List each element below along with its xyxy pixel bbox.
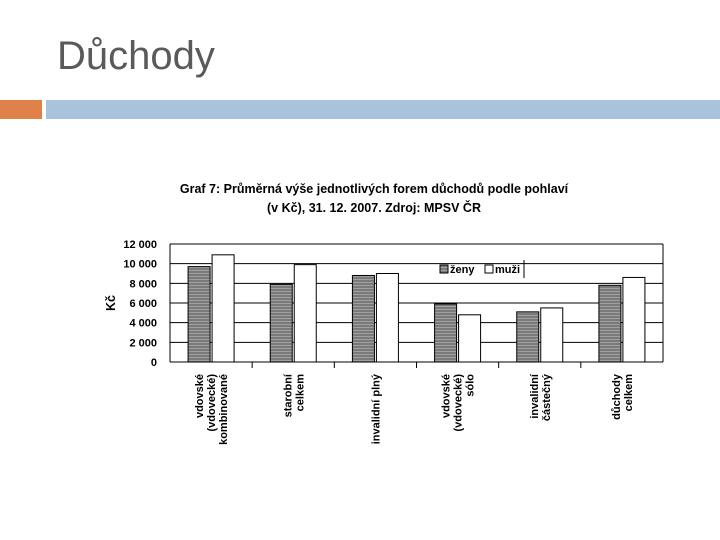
- title-accent-blue-bar: [46, 100, 720, 119]
- y-tick-label: 6 000: [129, 298, 157, 310]
- legend-label-zeny: ženy: [450, 264, 475, 276]
- bars: [187, 254, 646, 363]
- bar-zeny: [598, 284, 622, 363]
- x-category-label: invalidní: [529, 373, 541, 419]
- y-axis-label: Kč: [104, 295, 118, 311]
- y-tick-label: 0: [151, 357, 157, 369]
- x-category-label: (vdovecké): [206, 374, 218, 432]
- bar-zeny: [516, 311, 540, 363]
- chart-title-line-1: Graf 7: Průměrná výše jednotlivých forem…: [180, 182, 569, 196]
- chart-title-line-2: (v Kč), 31. 12. 2007. Zdroj: MPSV ČR: [267, 200, 481, 215]
- gridlines: [169, 243, 664, 368]
- x-category-label: celkem: [294, 374, 306, 412]
- legend-label-muzi: muži: [495, 264, 520, 276]
- bar-muzi: [375, 273, 399, 363]
- x-category-label: sólo: [465, 374, 477, 397]
- x-category-label: vdovské: [441, 374, 453, 418]
- x-category-labels: vdovské (vdovecké) kombinované starobní celk…: [194, 373, 635, 445]
- x-category-label: částečný: [541, 373, 553, 421]
- y-ticks: 0 2 000 4 000 6 000 8 000 10 000 12 000: [123, 239, 157, 369]
- bar-zeny: [269, 283, 293, 363]
- bar-muzi: [458, 314, 482, 363]
- x-category-label: starobní: [282, 373, 294, 417]
- x-category-label: kombinované: [218, 374, 230, 445]
- y-tick-label: 4 000: [129, 318, 157, 330]
- y-tick-label: 8 000: [129, 278, 157, 290]
- legend-swatch-muzi: [484, 264, 494, 274]
- legend-swatch-zeny: [439, 264, 449, 274]
- y-tick-label: 2 000: [129, 337, 157, 349]
- y-tick-label: 12 000: [123, 239, 157, 251]
- x-category-label: celkem: [623, 374, 635, 412]
- y-tick-label: 10 000: [123, 259, 157, 271]
- x-category-label: vdovské: [194, 374, 206, 418]
- bar-muzi: [211, 254, 235, 363]
- x-category-label: invalidní plný: [370, 373, 382, 444]
- bar-muzi: [622, 276, 646, 363]
- bar-zeny: [187, 266, 211, 363]
- bar-muzi: [293, 264, 317, 363]
- title-accent-orange-bar: [0, 100, 42, 119]
- x-category-label: důchody: [611, 373, 623, 420]
- slide-title: Důchody: [57, 34, 215, 78]
- x-category-label: (vdovecké): [453, 374, 465, 432]
- bar-muzi: [540, 307, 564, 363]
- bar-zeny: [351, 274, 375, 363]
- legend: ženy muži: [439, 260, 525, 278]
- bar-zeny: [434, 303, 458, 363]
